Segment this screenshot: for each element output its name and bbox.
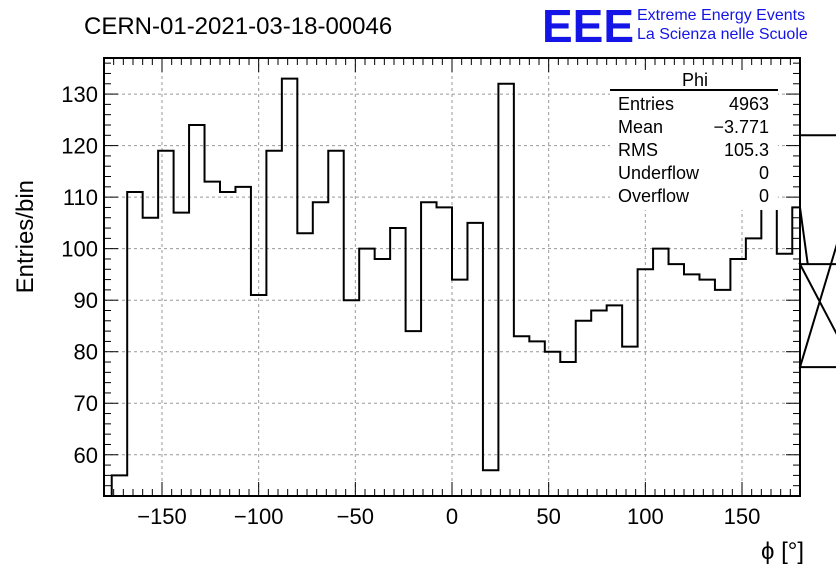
- y-tick-label: 70: [74, 391, 98, 416]
- stats-entries-value: 4963: [729, 94, 769, 114]
- histogram-bin: [220, 192, 235, 496]
- stats-underflow-label: Underflow: [618, 163, 700, 183]
- histogram-bin: [653, 249, 668, 496]
- histogram-bin: [390, 228, 405, 496]
- logo-line-1: Extreme Energy Events: [637, 7, 805, 24]
- stats-rms-value: 105.3: [724, 140, 769, 160]
- histogram-bin: [421, 202, 436, 496]
- y-axis-label: Entries/bin: [12, 180, 39, 293]
- stats-box: Phi Entries 4963 Mean −3.771 RMS 105.3 U…: [610, 70, 778, 210]
- histogram-bin: [328, 151, 343, 496]
- histogram-bin: [560, 362, 575, 496]
- stats-rms-label: RMS: [618, 140, 658, 160]
- histogram-bin: [437, 207, 452, 496]
- logo-line-2: La Scienza nelle Scuole: [637, 26, 808, 43]
- histogram-bin: [158, 151, 173, 496]
- y-tick-labels: 60 70 80 90 100 110 120 130: [61, 82, 98, 468]
- y-tick-label: 110: [63, 185, 98, 210]
- x-tick-label: −100: [234, 504, 284, 529]
- histogram-bin: [715, 290, 730, 496]
- histogram-bin: [406, 331, 421, 496]
- histogram-step-line: [110, 77, 836, 496]
- histogram-bin: [313, 202, 328, 496]
- stats-entries-label: Entries: [618, 94, 674, 114]
- histogram-bin: [529, 341, 544, 496]
- histogram-bin: [359, 249, 374, 496]
- histogram-bin: [235, 187, 250, 496]
- axis-ticks: [104, 58, 800, 496]
- eee-logo: EEE Extreme Energy Events La Scienza nel…: [542, 0, 808, 52]
- histogram-bin: [730, 259, 745, 496]
- histogram-bin: [669, 264, 684, 496]
- histogram-bin: [344, 300, 359, 496]
- y-tick-label: 80: [74, 340, 98, 365]
- histogram-bin: [761, 192, 776, 496]
- y-tick-label: 120: [61, 134, 98, 159]
- histogram-bin: [684, 274, 699, 496]
- histogram-bin: [591, 310, 606, 496]
- stats-mean-value: −3.771: [713, 117, 769, 137]
- histogram-bin: [746, 238, 761, 496]
- histogram-bin: [143, 218, 158, 496]
- x-tick-label: 150: [724, 504, 761, 529]
- histogram-bin: [266, 151, 281, 496]
- x-tick-label: −50: [337, 504, 374, 529]
- histogram-bin: [622, 347, 637, 496]
- histogram-bin: [467, 223, 482, 496]
- x-tick-label: 100: [627, 504, 664, 529]
- histogram-bin: [189, 125, 204, 496]
- histogram-bin: [127, 192, 142, 496]
- histogram-bin: [297, 233, 312, 496]
- x-tick-labels: −150 −100 −50 0 50 100 150: [137, 504, 760, 529]
- chart-title: CERN-01-2021-03-18-00046: [84, 13, 392, 40]
- histogram-bin: [699, 280, 714, 496]
- histogram-bin: [777, 254, 792, 496]
- stats-overflow-value: 0: [759, 186, 769, 206]
- y-tick-label: 60: [74, 443, 98, 468]
- eee-logo-text: EEE: [542, 0, 634, 52]
- histogram-bin: [452, 280, 467, 496]
- histogram-bin: [205, 182, 220, 496]
- y-tick-label: 90: [74, 288, 98, 313]
- x-axis-label: ϕ [°]: [761, 538, 804, 565]
- x-tick-label: 0: [446, 504, 458, 529]
- histogram-bin: [576, 321, 591, 496]
- histogram-bin: [282, 79, 297, 496]
- x-tick-label: 50: [536, 504, 560, 529]
- histogram-bin: [174, 213, 189, 496]
- stats-underflow-value: 0: [759, 163, 769, 183]
- x-tick-label: −150: [137, 504, 187, 529]
- y-tick-label: 130: [61, 82, 98, 107]
- stats-overflow-label: Overflow: [618, 186, 690, 206]
- histogram-bin: [251, 295, 266, 496]
- histogram-bin: [638, 269, 653, 496]
- stats-mean-label: Mean: [618, 117, 663, 137]
- histogram-bin: [607, 305, 622, 496]
- histogram-bin: [375, 259, 390, 496]
- histogram-bin: [514, 336, 529, 496]
- stats-title: Phi: [682, 70, 708, 90]
- y-tick-label: 100: [61, 237, 98, 262]
- histogram-bin: [498, 84, 513, 496]
- histogram-bin: [545, 352, 560, 496]
